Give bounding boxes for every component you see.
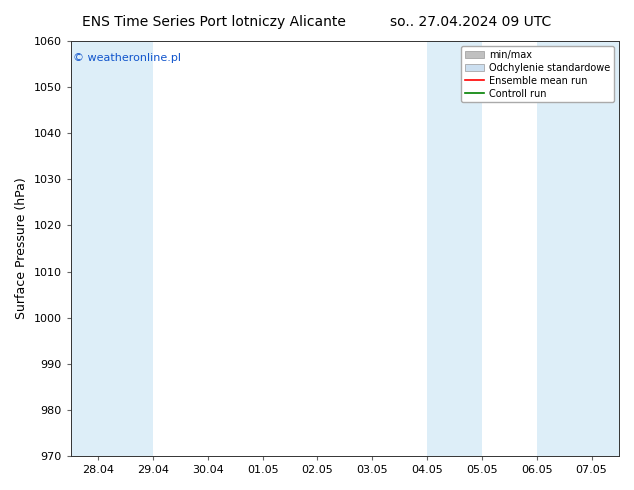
Text: ENS Time Series Port lotniczy Alicante: ENS Time Series Port lotniczy Alicante	[82, 15, 346, 29]
Legend: min/max, Odchylenie standardowe, Ensemble mean run, Controll run: min/max, Odchylenie standardowe, Ensembl…	[461, 46, 614, 102]
Bar	[71, 41, 153, 456]
Bar	[537, 41, 619, 456]
Text: so.. 27.04.2024 09 UTC: so.. 27.04.2024 09 UTC	[391, 15, 552, 29]
Text: © weatheronline.pl: © weatheronline.pl	[74, 53, 181, 64]
Bar	[427, 41, 482, 456]
Y-axis label: Surface Pressure (hPa): Surface Pressure (hPa)	[15, 178, 28, 319]
